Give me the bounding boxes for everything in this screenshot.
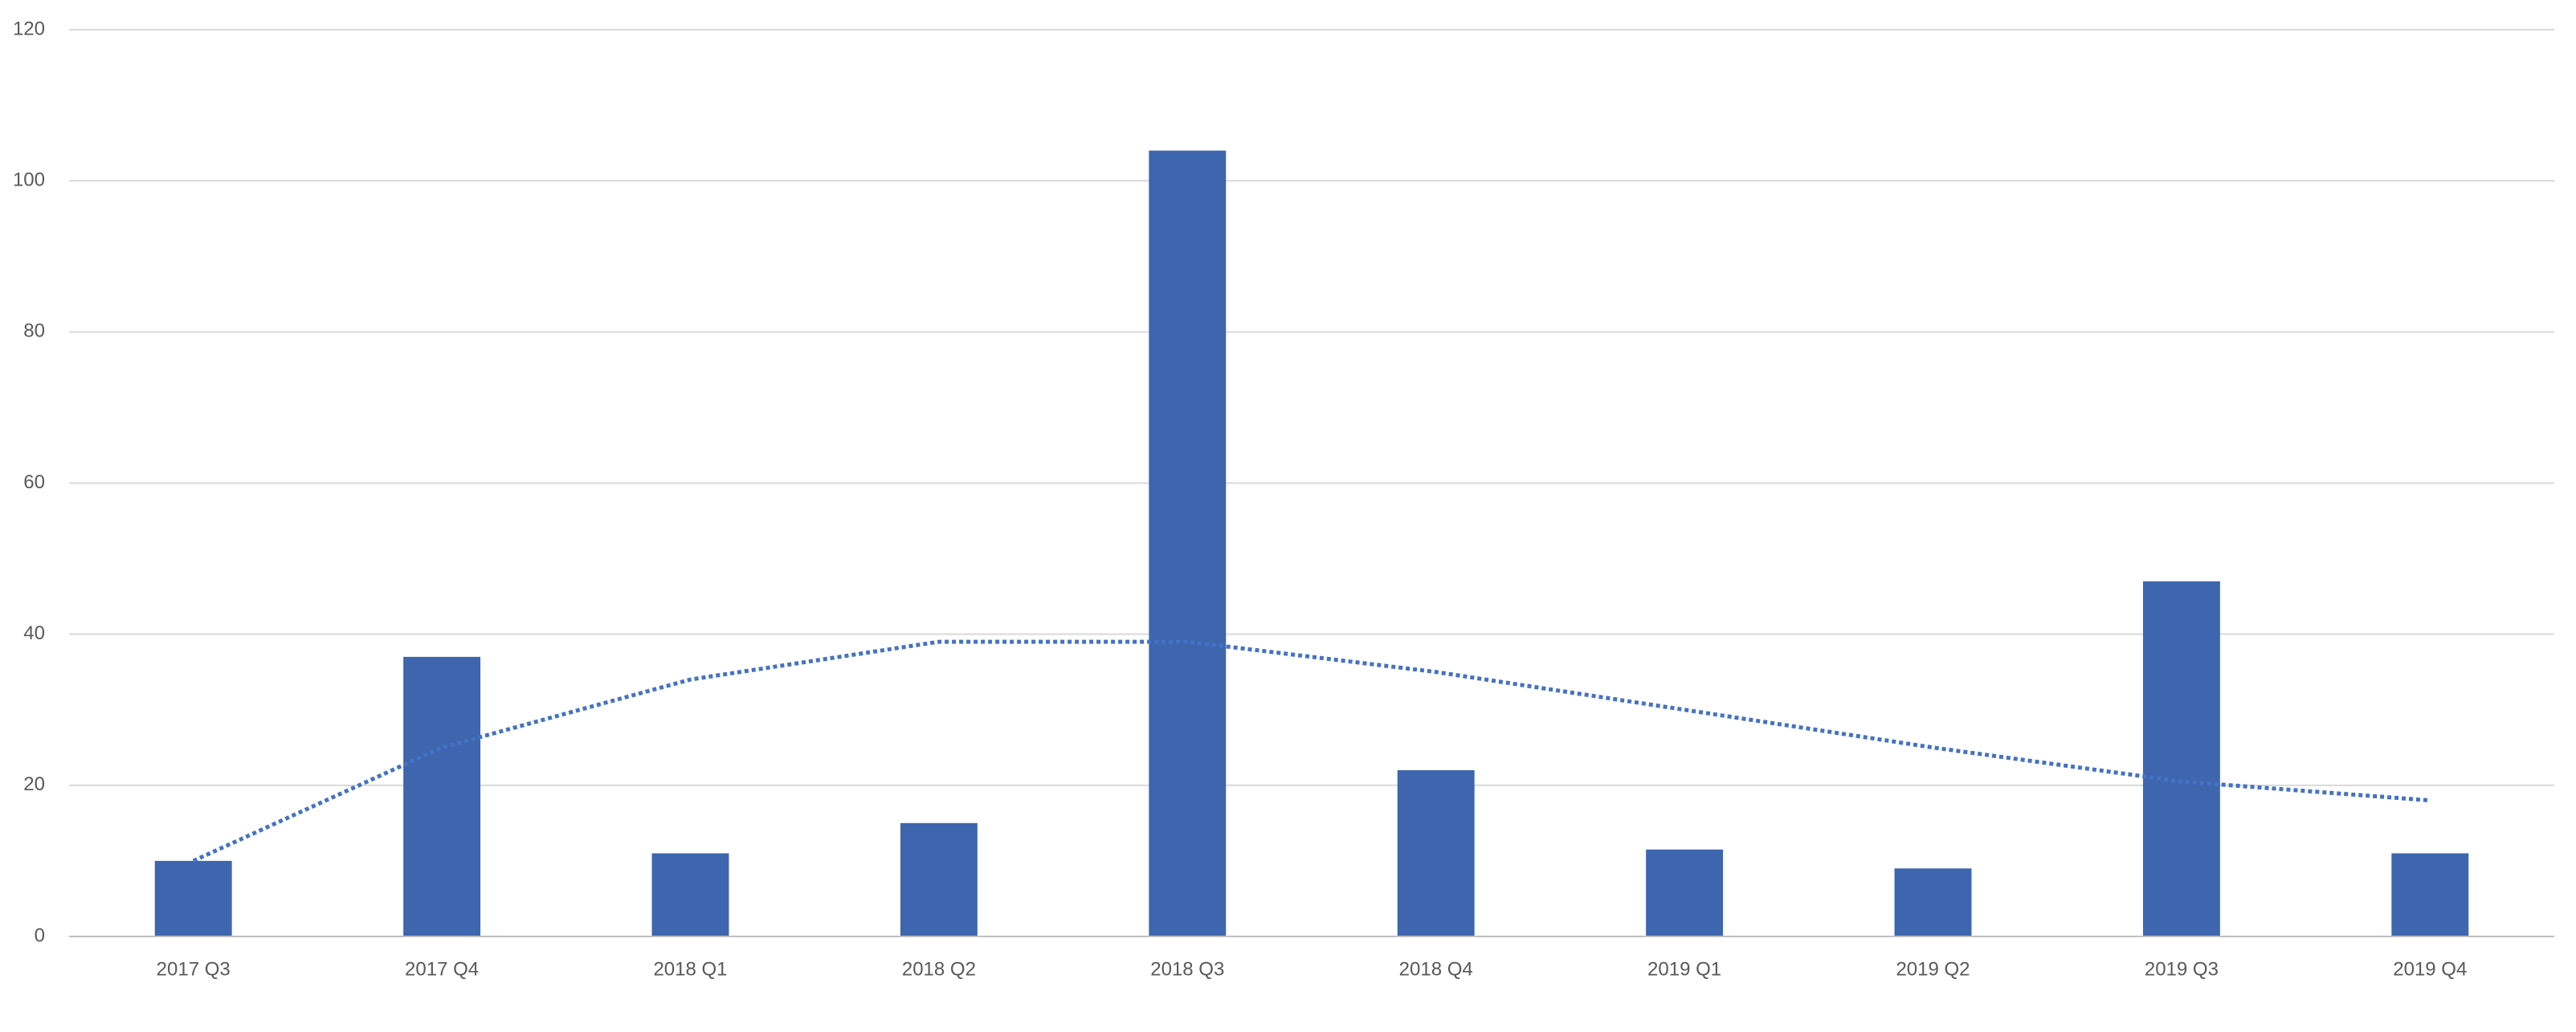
bar [651,853,729,936]
y-tick-label: 0 [35,924,45,946]
x-tick-label: 2017 Q3 [157,958,231,980]
x-tick-label: 2018 Q4 [1399,958,1473,980]
y-tick-label: 60 [23,471,45,493]
y-tick-label: 40 [23,622,45,644]
bar [154,860,232,936]
bar [1894,868,1972,936]
bar [403,656,481,936]
x-tick-label: 2019 Q1 [1647,958,1721,980]
bar [2142,581,2220,936]
x-tick-label: 2018 Q1 [653,958,727,980]
bar [2391,853,2469,936]
bar [1646,849,1724,936]
y-tick-label: 20 [23,773,45,795]
x-tick-label: 2017 Q4 [405,958,479,980]
y-tick-label: 100 [13,169,45,191]
trendline [192,639,2431,863]
y-tick-label: 80 [23,320,45,342]
y-tick-label: 120 [13,18,45,39]
bar [900,822,978,936]
x-tick-label: 2019 Q2 [1896,958,1970,980]
x-tick-label: 2018 Q2 [902,958,976,980]
bar [1149,150,1227,937]
x-tick-label: 2019 Q3 [2145,958,2219,980]
x-tick-label: 2019 Q4 [2393,958,2467,980]
bar [1397,770,1475,936]
x-tick-label: 2018 Q3 [1150,958,1224,980]
